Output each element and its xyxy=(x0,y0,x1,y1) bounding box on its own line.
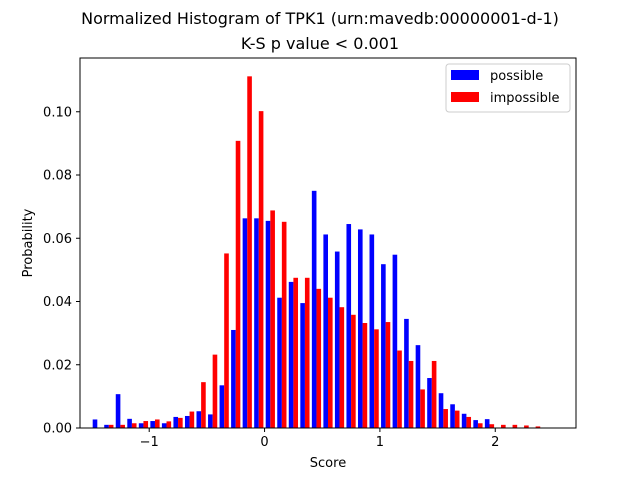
bar-possible-19 xyxy=(311,190,317,428)
bar-impossible-7 xyxy=(178,417,183,428)
bar-impossible-15 xyxy=(270,210,275,428)
bar-impossible-5 xyxy=(154,419,160,428)
bar-possible-31 xyxy=(450,404,455,428)
legend-label-possible: possible xyxy=(490,69,543,84)
y-axis-ticks: 0.00 0.02 0.04 0.06 0.08 0.10 xyxy=(43,105,80,437)
bar-impossible-22 xyxy=(351,314,356,428)
bar-impossible-1 xyxy=(108,424,114,428)
bar-impossible-27 xyxy=(408,360,414,428)
bar-possible-26 xyxy=(392,254,398,428)
bar-possible-12 xyxy=(231,329,236,428)
x-tick-label: 1 xyxy=(376,435,384,450)
bar-possible-17 xyxy=(288,281,294,428)
bar-possible-29 xyxy=(427,378,432,428)
bar-possible-10 xyxy=(208,414,213,428)
bar-possible-1 xyxy=(104,424,109,428)
bar-possible-27 xyxy=(404,318,409,428)
bar-possible-23 xyxy=(357,229,363,428)
bar-impossible-38 xyxy=(535,426,541,428)
bar-possible-25 xyxy=(381,264,386,428)
legend: possible impossible xyxy=(445,63,571,113)
bar-possible-33 xyxy=(473,420,478,428)
bar-impossible-12 xyxy=(235,140,241,428)
bar-impossible-26 xyxy=(397,350,402,428)
bar-possible-21 xyxy=(334,251,340,428)
x-axis-label: Score xyxy=(310,456,346,471)
bar-possible-30 xyxy=(438,393,444,428)
bar-impossible-8 xyxy=(189,411,195,428)
bar-impossible-3 xyxy=(131,423,137,428)
bar-possible-34 xyxy=(484,419,490,428)
y-tick-label: 0.00 xyxy=(43,422,72,437)
bar-possible-15 xyxy=(265,220,271,428)
bar-impossible-31 xyxy=(454,410,460,428)
bar-possible-20 xyxy=(323,234,328,428)
bar-impossible-2 xyxy=(120,424,125,428)
bar-possible-14 xyxy=(254,218,259,428)
bar-impossible-30 xyxy=(443,409,448,428)
bar-impossible-25 xyxy=(385,322,391,428)
bar-possible-5 xyxy=(150,421,155,428)
bar-impossible-35 xyxy=(501,424,506,428)
bar-possible-8 xyxy=(184,415,190,428)
bar-impossible-32 xyxy=(466,416,472,428)
y-tick-label: 0.08 xyxy=(43,169,72,184)
bar-impossible-23 xyxy=(362,323,368,428)
y-tick-label: 0.10 xyxy=(43,105,72,120)
bar-possible-28 xyxy=(415,345,421,428)
bar-impossible-28 xyxy=(420,389,425,428)
y-tick-label: 0.04 xyxy=(43,295,72,310)
bar-impossible-33 xyxy=(477,423,483,428)
bar-impossible-19 xyxy=(316,288,322,428)
bar-possible-24 xyxy=(369,234,375,428)
bars-layer xyxy=(92,76,541,428)
plot-frame xyxy=(79,57,577,429)
bar-impossible-14 xyxy=(258,111,264,428)
bar-possible-9 xyxy=(196,411,202,428)
bar-impossible-17 xyxy=(293,277,299,428)
bar-possible-3 xyxy=(127,418,132,428)
bar-impossible-21 xyxy=(339,307,345,428)
legend-swatch-possible xyxy=(451,70,479,80)
bar-possible-18 xyxy=(300,303,305,428)
bar-possible-22 xyxy=(346,224,352,428)
bar-impossible-4 xyxy=(143,421,149,428)
bar-impossible-18 xyxy=(304,277,310,428)
bar-impossible-9 xyxy=(201,382,206,428)
bar-impossible-10 xyxy=(212,354,218,428)
bar-possible-13 xyxy=(242,218,248,428)
x-tick-label: 2 xyxy=(491,435,499,450)
y-tick-label: 0.06 xyxy=(43,232,72,247)
bar-impossible-6 xyxy=(166,421,172,428)
chart-title: Normalized Histogram of TPK1 (urn:mavedb… xyxy=(81,9,559,28)
bar-possible-2 xyxy=(115,394,121,428)
x-tick-label: 0 xyxy=(260,435,268,450)
x-axis-ticks: −1 0 1 2 xyxy=(140,428,499,450)
bar-impossible-34 xyxy=(489,424,495,428)
bar-impossible-13 xyxy=(247,76,252,428)
bar-possible-0 xyxy=(92,419,98,428)
bar-impossible-11 xyxy=(224,253,229,428)
bar-impossible-16 xyxy=(281,221,287,428)
bar-possible-16 xyxy=(277,297,282,428)
x-tick-label: −1 xyxy=(140,435,159,450)
chart-subtitle: K-S p value < 0.001 xyxy=(241,34,399,53)
bar-possible-6 xyxy=(161,423,167,428)
legend-label-impossible: impossible xyxy=(490,91,560,106)
bar-possible-7 xyxy=(173,416,179,428)
bar-impossible-29 xyxy=(431,360,437,428)
bar-impossible-37 xyxy=(524,425,529,428)
y-tick-label: 0.02 xyxy=(43,358,72,373)
legend-swatch-impossible xyxy=(451,92,479,102)
bar-impossible-24 xyxy=(374,329,379,428)
bar-possible-32 xyxy=(461,413,467,428)
bar-impossible-36 xyxy=(512,424,518,428)
bar-possible-4 xyxy=(138,423,144,428)
bar-impossible-20 xyxy=(328,297,333,428)
bar-possible-11 xyxy=(219,385,225,428)
y-axis-label: Probability xyxy=(21,208,36,277)
